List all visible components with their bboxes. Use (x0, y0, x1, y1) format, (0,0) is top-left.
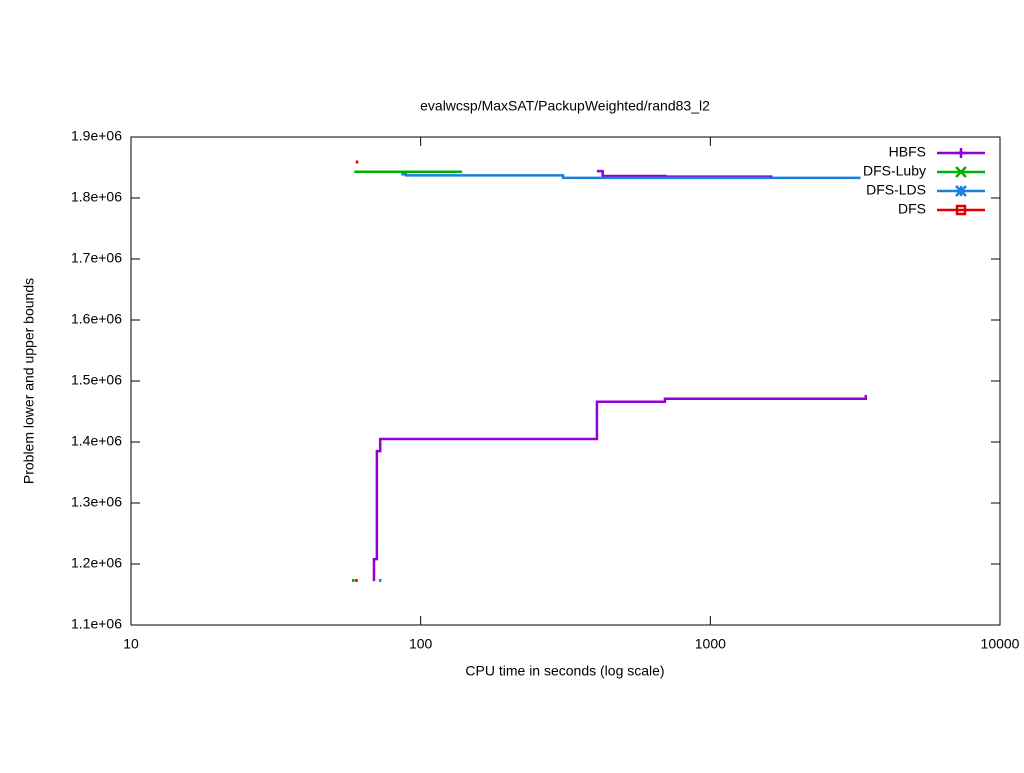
x-tick-label: 10000 (981, 636, 1020, 652)
legend-label: HBFS (889, 144, 926, 160)
data-point (355, 160, 359, 164)
y-tick-label: 1.4e+06 (71, 433, 122, 449)
chart-title: evalwcsp/MaxSAT/PackupWeighted/rand83_l2 (420, 98, 710, 114)
legend-label: DFS-Luby (863, 163, 926, 179)
x-tick-label: 100 (409, 636, 433, 652)
y-tick-label: 1.2e+06 (71, 555, 122, 571)
y-tick-label: 1.7e+06 (71, 250, 122, 266)
x-tick-label: 10 (123, 636, 139, 652)
legend-label: DFS-LDS (866, 182, 926, 198)
x-axis-label: CPU time in seconds (log scale) (465, 663, 664, 679)
y-axis-label: Problem lower and upper bounds (21, 278, 37, 484)
legend-marker (955, 204, 967, 216)
y-tick-label: 1.6e+06 (71, 311, 122, 327)
legend-marker (955, 185, 967, 197)
y-tick-label: 1.3e+06 (71, 494, 122, 510)
data-point (378, 578, 382, 582)
legend-label: DFS (898, 201, 926, 217)
y-tick-label: 1.9e+06 (71, 128, 122, 144)
y-tick-label: 1.1e+06 (71, 616, 122, 632)
series-line (401, 172, 861, 180)
y-tick-label: 1.5e+06 (71, 372, 122, 388)
data-point (355, 578, 358, 582)
series-line (596, 169, 773, 178)
plot-frame (130, 136, 1001, 626)
legend-marker (955, 166, 967, 178)
y-tick-label: 1.8e+06 (71, 189, 122, 205)
data-point (351, 578, 355, 582)
series-line (372, 395, 868, 582)
x-tick-label: 1000 (695, 636, 726, 652)
